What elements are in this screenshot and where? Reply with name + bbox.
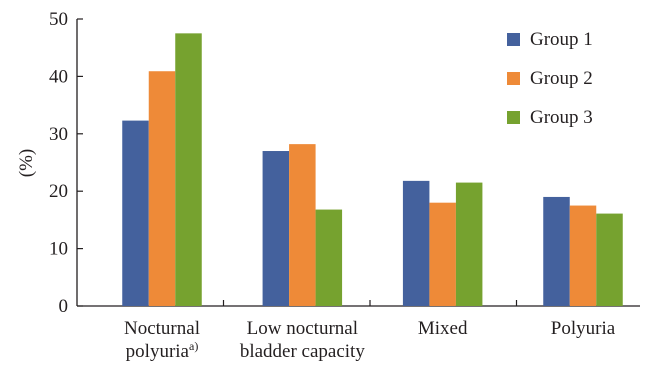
- bar-group-3: [596, 213, 623, 306]
- bars: [122, 33, 623, 307]
- y-tick-label: 0: [59, 296, 69, 317]
- bar-group-3: [315, 209, 343, 306]
- x-tick-label: Nocturnal: [124, 318, 200, 339]
- bar-group-2: [289, 144, 316, 306]
- y-tick-label: 50: [49, 9, 68, 30]
- bar-group-1: [262, 151, 290, 306]
- legend-label: Group 1: [530, 29, 593, 50]
- y-tick-label: 10: [49, 239, 68, 260]
- legend: Group 1 Group 2 Group 3: [507, 29, 593, 128]
- y-axis-label: (%): [16, 149, 37, 177]
- x-tick-superscript: a): [189, 339, 198, 353]
- legend-label: Group 2: [530, 68, 593, 89]
- x-tick-label: Low nocturnal: [247, 318, 358, 339]
- legend-swatch: [507, 111, 520, 124]
- x-tick-label: Polyuria: [551, 318, 616, 339]
- bar-group-2: [429, 202, 456, 306]
- bar-group-3: [175, 33, 202, 306]
- x-tick-label: Mixed: [418, 318, 468, 339]
- bar-group-1: [402, 180, 430, 306]
- legend-label: Group 3: [530, 107, 593, 128]
- bar-group-1: [122, 120, 149, 307]
- bar-group-2: [569, 205, 597, 306]
- y-tick-label: 20: [49, 181, 68, 202]
- x-tick-label: bladder capacity: [240, 341, 366, 362]
- bar-group-1: [543, 196, 570, 306]
- legend-swatch: [507, 72, 520, 85]
- bar-group-2: [148, 71, 176, 306]
- legend-swatch: [507, 33, 520, 46]
- x-tick-label: polyuriaa): [126, 339, 199, 362]
- y-tick-label: 40: [49, 66, 68, 87]
- bar-group-3: [455, 182, 483, 306]
- y-tick-label: 30: [49, 124, 68, 145]
